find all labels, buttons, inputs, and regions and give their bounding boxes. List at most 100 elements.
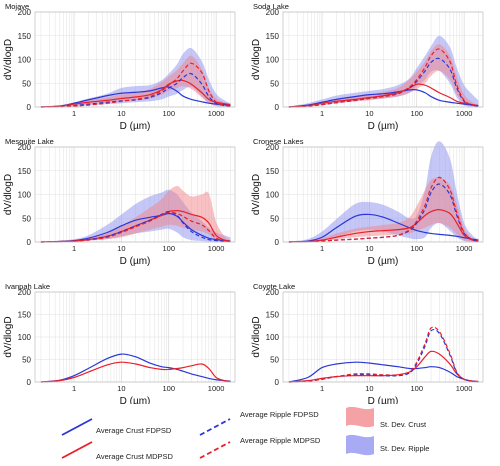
- x-tick-label: 1: [72, 109, 76, 118]
- series-line: [40, 212, 231, 243]
- x-tick-label: 100: [163, 109, 176, 118]
- plot-frame: [282, 291, 484, 383]
- legend-symbols: [61, 406, 374, 459]
- x-tick-label: 1000: [208, 244, 225, 253]
- legend-ripple-mdpsd-line: [199, 441, 231, 459]
- x-tick-label: 100: [411, 384, 424, 393]
- plot-frame: [282, 146, 484, 243]
- legend-label: St. Dev. Crust: [380, 420, 427, 429]
- x-tick-label: 1000: [208, 384, 225, 393]
- std-dev-band: [40, 55, 231, 107]
- y-tick-label: 200: [18, 143, 32, 152]
- x-tick-label: 10: [117, 109, 125, 118]
- x-tick-label: 1: [72, 384, 76, 393]
- y-tick-label: 0: [275, 378, 280, 387]
- y-tick-label: 0: [27, 378, 32, 387]
- x-tick-label: 10: [365, 244, 373, 253]
- x-axis-label: D (µm): [368, 121, 399, 132]
- y-tick-label: 100: [18, 191, 32, 200]
- y-axis-label: dV/dlogD: [3, 316, 14, 357]
- y-tick-label: 50: [270, 79, 279, 88]
- panel-title: Ivanpah Lake: [5, 282, 50, 291]
- chart-panel: 0 50 100 150 200 1 10 100 1000 Ivanpah Lake dV/dlo…: [3, 282, 236, 404]
- x-tick-label: 100: [163, 384, 176, 393]
- y-tick-label: 150: [18, 167, 32, 176]
- std-dev-band: [288, 44, 479, 107]
- chart-panel: 0 50 100 150 200 1 10 100 1000 Cronese Lakes dV/dl…: [251, 137, 484, 267]
- legend-ripple-band-swatch: [346, 434, 374, 456]
- y-tick-label: 200: [18, 8, 32, 17]
- x-tick-label: 1: [320, 244, 324, 253]
- legend-label: Average Ripple MDPSD: [240, 436, 321, 445]
- y-tick-label: 150: [266, 167, 280, 176]
- y-tick-label: 200: [266, 8, 280, 17]
- x-tick-label: 100: [411, 109, 424, 118]
- x-tick-label: 1000: [456, 384, 473, 393]
- y-axis-label: dV/dlogD: [251, 174, 262, 215]
- y-tick-label: 200: [266, 143, 280, 152]
- y-tick-label: 100: [18, 333, 32, 342]
- x-axis-label: D (µm): [368, 396, 399, 404]
- x-tick-label: 100: [411, 244, 424, 253]
- legend: Average Crust FDPSD Average Crust MDPSD …: [0, 404, 500, 466]
- legend-ripple-fdpsd-line: [199, 418, 231, 436]
- series-line: [40, 79, 231, 108]
- legend-crust-band-swatch: [346, 406, 374, 428]
- panel-title: Coyote Lake: [253, 282, 295, 291]
- y-tick-label: 0: [27, 238, 32, 247]
- y-tick-label: 150: [18, 311, 32, 320]
- y-tick-label: 200: [266, 288, 280, 297]
- series-line: [40, 72, 231, 108]
- x-axis-label: D (µm): [368, 256, 399, 267]
- series-line: [288, 209, 479, 243]
- y-tick-label: 200: [18, 288, 32, 297]
- legend-crust-mdpsd-line: [61, 441, 93, 459]
- x-tick-label: 10: [365, 384, 373, 393]
- x-tick-label: 1: [320, 109, 324, 118]
- y-tick-label: 150: [266, 311, 280, 320]
- x-tick-label: 1000: [456, 109, 473, 118]
- series-line: [40, 62, 231, 108]
- legend-label: St. Dev. Ripple: [380, 444, 430, 453]
- y-tick-label: 50: [270, 214, 279, 223]
- chart-panel: 0 50 100 150 200 1 10 100 1000 Mojave dV/dlogD D (µ…: [3, 2, 236, 132]
- series-line: [288, 326, 479, 383]
- plot-frame: [282, 11, 484, 108]
- series-line: [40, 353, 231, 383]
- y-tick-label: 0: [27, 103, 32, 112]
- legend-crust-fdpsd-line: [61, 418, 93, 436]
- x-axis-label: D (µm): [120, 396, 151, 404]
- x-tick-label: 1000: [208, 109, 225, 118]
- y-tick-label: 0: [275, 238, 280, 247]
- y-axis-label: dV/dlogD: [3, 174, 14, 215]
- x-tick-label: 1: [320, 384, 324, 393]
- legend-label: Average Ripple FDPSD: [240, 410, 319, 419]
- y-tick-label: 50: [22, 214, 31, 223]
- x-axis-label: D (µm): [120, 121, 151, 132]
- x-tick-label: 1000: [456, 244, 473, 253]
- chart-panel: 0 50 100 150 200 1 10 100 1000 Soda Lake dV/dlogD D…: [251, 2, 484, 132]
- y-tick-label: 100: [18, 56, 32, 65]
- x-tick-label: 10: [365, 109, 373, 118]
- x-axis-label: D (µm): [120, 256, 151, 267]
- x-tick-label: 1: [72, 244, 76, 253]
- chart-panel: 0 50 100 150 200 1 10 100 1000 Coyote Lake dV/dlog…: [251, 282, 484, 404]
- panel-title: Mojave: [5, 2, 29, 11]
- plot-frame: [34, 11, 236, 108]
- series-line: [288, 48, 479, 108]
- panel-title: Soda Lake: [253, 2, 289, 11]
- x-tick-label: 10: [117, 244, 125, 253]
- y-tick-label: 0: [275, 103, 280, 112]
- y-tick-label: 100: [266, 56, 280, 65]
- y-tick-label: 150: [266, 32, 280, 41]
- series-line: [288, 213, 479, 243]
- y-tick-label: 100: [266, 333, 280, 342]
- y-tick-label: 100: [266, 191, 280, 200]
- y-tick-label: 150: [18, 32, 32, 41]
- y-axis-label: dV/dlogD: [251, 316, 262, 357]
- std-dev-band: [40, 47, 231, 108]
- chart-panel: 0 50 100 150 200 1 10 100 1000 Mesquite Lake dV/dl…: [3, 137, 236, 267]
- x-tick-label: 10: [117, 384, 125, 393]
- series-line: [40, 211, 231, 243]
